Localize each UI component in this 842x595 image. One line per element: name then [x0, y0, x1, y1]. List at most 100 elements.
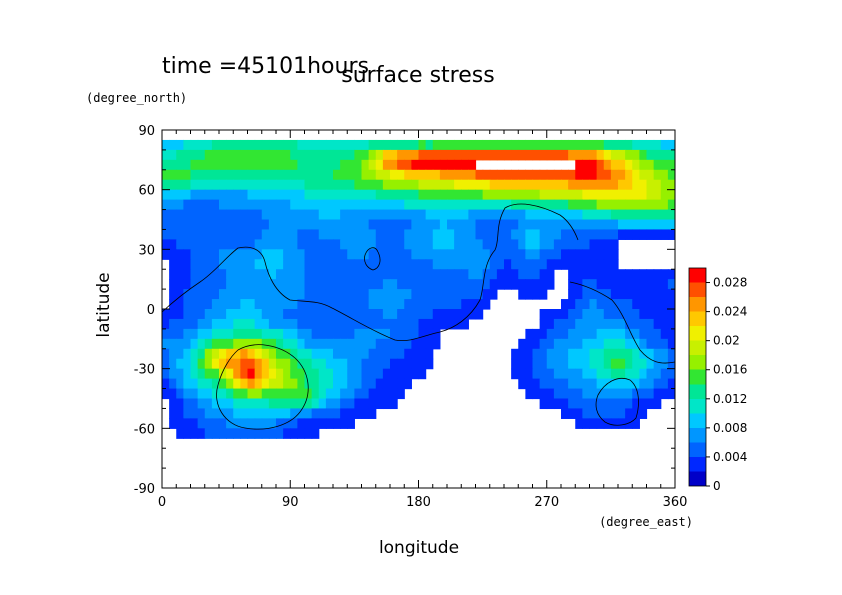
heatmap-cell — [283, 318, 291, 330]
heatmap-cell — [176, 418, 184, 429]
heatmap-cell — [511, 209, 519, 221]
heatmap-cell — [461, 189, 469, 201]
time-label: time =45101hours — [162, 54, 369, 79]
heatmap-cell — [425, 269, 434, 280]
heatmap-cell — [368, 239, 377, 250]
colorbar-tick-label: 0 — [713, 479, 721, 493]
heatmap-cell — [653, 169, 662, 181]
heatmap-cell — [582, 408, 591, 419]
heatmap-cell — [603, 169, 612, 181]
heatmap-cell — [582, 189, 591, 201]
heatmap-cell — [297, 338, 306, 350]
heatmap-cell — [454, 149, 462, 161]
heatmap-cell — [618, 338, 626, 350]
heatmap-cell — [261, 418, 270, 429]
heatmap-cell — [461, 149, 469, 161]
heatmap-cell — [504, 189, 512, 201]
heatmap-cell — [297, 249, 306, 260]
heatmap-cell — [482, 199, 491, 211]
heatmap-cell — [283, 428, 291, 439]
heatmap-cell — [204, 259, 213, 270]
colorbar-tick-label: 0.016 — [713, 363, 747, 377]
heatmap-cell — [667, 279, 675, 290]
heatmap-cell — [610, 259, 619, 270]
heatmap-cell — [618, 299, 626, 310]
heatmap-cell — [390, 169, 398, 181]
heatmap-cell — [254, 338, 263, 350]
heatmap-cell — [368, 229, 377, 240]
heatmap-cell — [176, 408, 184, 419]
heatmap-cell — [667, 219, 675, 231]
heatmap-cell — [247, 358, 256, 370]
heatmap-cell — [639, 309, 648, 320]
heatmap-cell — [162, 199, 170, 211]
heatmap-cell — [254, 209, 263, 221]
heatmap-cell — [646, 169, 655, 181]
heatmap-cell — [268, 418, 277, 429]
heatmap-cell — [667, 309, 675, 320]
heatmap-cell — [539, 348, 548, 360]
heatmap-cell — [525, 229, 534, 240]
heatmap-cell — [390, 199, 398, 211]
heatmap-cell — [397, 219, 405, 231]
heatmap-cell — [618, 318, 626, 330]
heatmap-cell — [233, 139, 241, 151]
colorbar-tick-labels: 0 0.004 0.008 0.012 0.016 0.02 0.024 0.0… — [713, 276, 747, 493]
heatmap-cell — [625, 139, 633, 151]
heatmap-cell — [354, 299, 363, 310]
heatmap-cell — [568, 179, 576, 191]
heatmap-cell — [432, 149, 441, 161]
heatmap-cell — [625, 398, 633, 410]
heatmap-cell — [518, 259, 526, 270]
heatmap-cell — [532, 219, 541, 231]
heatmap-cell — [660, 149, 669, 161]
heatmap-cell — [575, 249, 583, 260]
heatmap-cell — [475, 299, 484, 310]
heatmap-cell — [390, 229, 398, 240]
heatmap-cell — [268, 149, 277, 161]
heatmap-cell — [333, 169, 341, 181]
heatmap-cell — [603, 249, 612, 260]
heatmap-cell — [311, 358, 320, 370]
heatmap-cell — [646, 358, 655, 370]
heatmap-cell — [632, 408, 640, 419]
heatmap-cell — [653, 398, 662, 410]
heatmap-cell — [240, 309, 249, 320]
heatmap-cell — [354, 408, 363, 419]
heatmap-cell — [447, 219, 455, 231]
heatmap-cell — [532, 269, 541, 280]
heatmap-cell — [254, 279, 263, 290]
heatmap-cell — [397, 229, 405, 240]
heatmap-cell — [268, 189, 277, 201]
heatmap-cell — [290, 418, 298, 429]
heatmap-cell — [183, 169, 192, 181]
heatmap-cell — [397, 368, 405, 380]
heatmap-cell — [525, 189, 534, 201]
heatmap-cell — [276, 249, 284, 260]
heatmap-cell — [368, 388, 377, 400]
heatmap-cell — [404, 209, 412, 221]
heatmap-cell — [368, 279, 377, 290]
heatmap-cell — [290, 239, 298, 250]
heatmap-cell — [546, 358, 555, 370]
heatmap-cell — [496, 209, 505, 221]
heatmap-cell — [190, 239, 199, 250]
heatmap-cell — [354, 189, 363, 201]
heatmap-cell — [646, 368, 655, 380]
heatmap-cell — [667, 348, 675, 360]
heatmap-cell — [639, 398, 648, 410]
heatmap-cell — [240, 299, 249, 310]
heatmap-cell — [625, 388, 633, 400]
heatmap-cell — [211, 209, 220, 221]
heatmap-cell — [425, 149, 434, 161]
heatmap-cell — [447, 169, 455, 181]
heatmap-cell — [561, 309, 569, 320]
heatmap-cell — [240, 378, 249, 390]
heatmap-cell — [596, 249, 605, 260]
heatmap-cell — [539, 328, 548, 340]
heatmap-cell — [603, 159, 612, 171]
heatmap-cell — [518, 368, 526, 380]
heatmap-cell — [575, 358, 583, 370]
heatmap-cell — [496, 269, 505, 280]
heatmap-cell — [603, 348, 612, 360]
